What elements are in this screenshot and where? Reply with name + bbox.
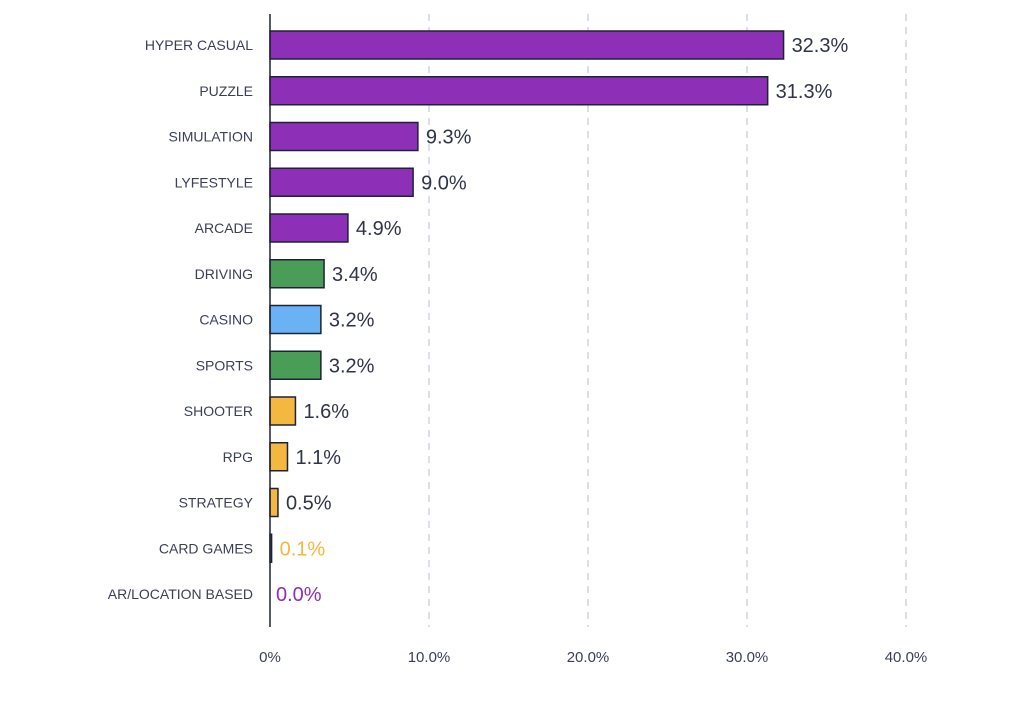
category-label: SHOOTER bbox=[184, 403, 253, 419]
value-label: 9.3% bbox=[426, 127, 472, 149]
value-label: 3.2% bbox=[329, 310, 375, 332]
value-labels: 32.3% 31.3% 9.3% 9.0% 4.9% 3.4% 3.2% 3.2% 1.6% 1.… bbox=[276, 35, 848, 606]
bar bbox=[269, 213, 349, 243]
value-label: 32.3% bbox=[792, 35, 849, 57]
category-label: AR/LOCATION BASED bbox=[108, 586, 253, 602]
bar bbox=[269, 30, 785, 60]
tick-label: 10.0% bbox=[408, 649, 451, 666]
value-label: 0.5% bbox=[286, 493, 332, 515]
bar bbox=[269, 167, 414, 197]
value-label: 4.9% bbox=[356, 218, 402, 240]
tick-label: 30.0% bbox=[726, 649, 769, 666]
bar bbox=[269, 259, 325, 289]
category-label: CARD GAMES bbox=[159, 540, 253, 556]
category-label: HYPER CASUAL bbox=[145, 37, 253, 53]
tick-label: 40.0% bbox=[885, 649, 928, 666]
x-axis-tick-labels: 0% 10.0% 20.0% 30.0% 40.0% bbox=[259, 649, 927, 666]
category-label: LYFESTYLE bbox=[175, 174, 253, 190]
bar bbox=[269, 487, 279, 518]
bar bbox=[269, 76, 769, 106]
tick-label: 20.0% bbox=[567, 649, 610, 666]
value-label: 1.6% bbox=[303, 401, 349, 423]
bar bbox=[269, 350, 322, 380]
category-label: STRATEGY bbox=[179, 495, 254, 511]
category-label: ARCADE bbox=[195, 220, 253, 236]
value-label: 0.1% bbox=[280, 538, 326, 560]
bar bbox=[269, 396, 297, 426]
category-label: PUZZLE bbox=[199, 83, 253, 99]
tick-label: 0% bbox=[259, 649, 281, 666]
bar bbox=[269, 121, 419, 152]
category-labels: HYPER CASUAL PUZZLE SIMULATION LYFESTYLE ARC… bbox=[108, 37, 254, 602]
value-label: 31.3% bbox=[776, 81, 833, 103]
bar bbox=[269, 442, 289, 472]
category-label: CASINO bbox=[199, 312, 253, 328]
value-label: 9.0% bbox=[421, 172, 467, 194]
gridlines bbox=[428, 14, 907, 627]
category-label: SIMULATION bbox=[168, 129, 253, 145]
value-label: 0.0% bbox=[276, 584, 322, 606]
category-label: DRIVING bbox=[195, 266, 253, 282]
category-label: RPG bbox=[223, 449, 253, 465]
value-label: 3.2% bbox=[329, 355, 375, 377]
category-label: SPORTS bbox=[196, 357, 253, 373]
bars bbox=[269, 30, 785, 563]
value-label: 1.1% bbox=[295, 447, 341, 469]
bar bbox=[269, 304, 322, 335]
value-label: 3.4% bbox=[332, 264, 378, 286]
